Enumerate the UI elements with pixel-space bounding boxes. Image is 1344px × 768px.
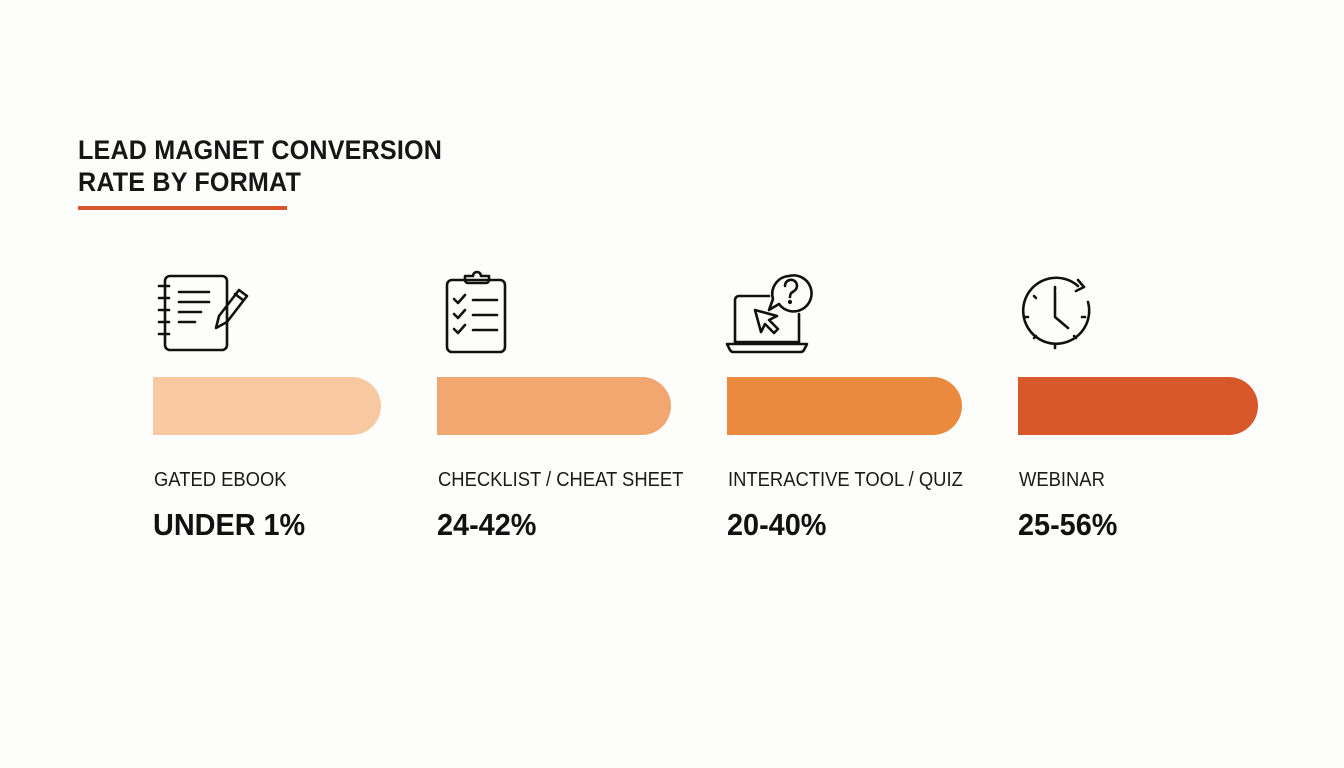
category-label: GATED EBOOK [154,469,287,491]
category-checklist-cheat-sheet: CHECKLIST / CHEAT SHEET 24-42% [437,270,683,550]
chart-title: LEAD MAGNET CONVERSION RATE BY FORMAT [78,134,442,198]
bar [727,377,962,435]
category-value: 20-40% [727,507,827,542]
clock-icon [1018,270,1118,356]
category-value: UNDER 1% [153,507,306,542]
category-value: 24-42% [437,507,537,542]
notebook-pen-icon [153,270,253,356]
clipboard-checklist-icon [437,270,537,356]
category-value: 25-56% [1018,507,1118,542]
title-underline [78,206,287,210]
category-label: CHECKLIST / CHEAT SHEET [438,469,684,491]
laptop-cursor-question-icon [725,270,827,356]
chart-title-line-1: LEAD MAGNET CONVERSION [78,135,443,165]
chart-title-line-2: RATE BY FORMAT [78,167,302,197]
bar [437,377,671,435]
category-interactive-tool-quiz: INTERACTIVE TOOL / QUIZ 20-40% [725,270,967,550]
category-label: INTERACTIVE TOOL / QUIZ [728,469,963,491]
category-webinar: WEBINAR 25-56% [1018,270,1258,550]
bar [153,377,381,435]
category-gated-ebook: GATED EBOOK UNDER 1% [153,270,393,550]
bar [1018,377,1258,435]
category-label: WEBINAR [1019,469,1105,491]
